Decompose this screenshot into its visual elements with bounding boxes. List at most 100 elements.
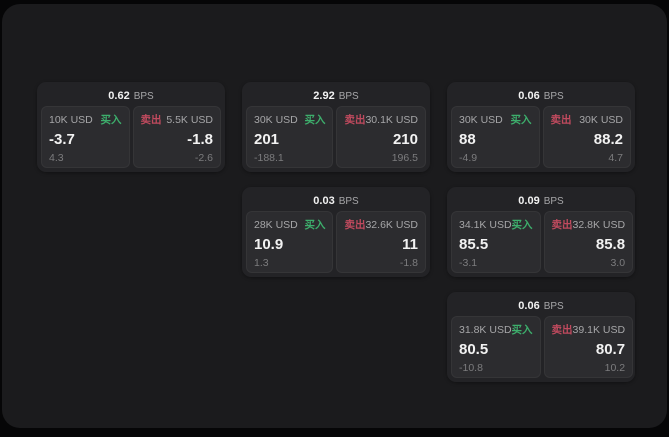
buy-delta: -10.8 [459, 361, 483, 374]
sell-tile[interactable]: 卖出 30K USD 88.2 4.7 [542, 106, 631, 168]
sell-price: 80.7 [595, 341, 626, 359]
buy-tile[interactable]: 10K USD 买入 -3.7 4.3 [41, 106, 130, 168]
bps-value: 2.92 [313, 90, 335, 102]
buy-amount: 34.1K USD [459, 218, 512, 231]
buy-price: 80.5 [459, 341, 489, 359]
sell-badge: 卖出 [344, 114, 366, 126]
buy-delta: -3.1 [459, 256, 478, 269]
sell-price: 88.2 [593, 131, 623, 149]
buy-tile[interactable]: 34.1K USD 买入 85.5 -3.1 [451, 211, 541, 273]
buy-delta: -188.1 [254, 151, 284, 164]
quote-card: 0.09 BPS 34.1K USD 买入 85.5 -3.1 卖出 32.8K… [447, 187, 635, 277]
buy-delta: -4.9 [459, 151, 478, 164]
sell-amount: 5.5K USD [166, 113, 213, 126]
buy-amount: 28K USD [254, 218, 298, 231]
quote-card: 0.03 BPS 28K USD 买入 10.9 1.3 卖出 32.6K US… [242, 187, 430, 277]
quote-card: 0.62 BPS 10K USD 买入 -3.7 4.3 卖出 5.5K USD… [37, 82, 225, 172]
sell-amount: 30K USD [579, 113, 623, 126]
quote-card: 0.06 BPS 30K USD 买入 88 -4.9 卖出 30K USD 8… [447, 82, 635, 172]
sell-tile[interactable]: 卖出 30.1K USD 210 196.5 [336, 106, 426, 168]
sell-delta: 4.7 [608, 151, 623, 164]
buy-price: 88 [459, 131, 476, 149]
buy-tile[interactable]: 30K USD 买入 88 -4.9 [451, 106, 540, 168]
bps-header: 0.03 BPS [246, 191, 426, 211]
sell-tile[interactable]: 卖出 32.6K USD 11 -1.8 [336, 211, 426, 273]
sell-delta: 196.5 [391, 151, 418, 164]
sell-delta: -1.8 [399, 256, 418, 269]
buy-amount: 30K USD [459, 113, 503, 126]
buy-badge: 买入 [511, 324, 533, 336]
sell-badge: 卖出 [344, 219, 366, 231]
buy-tile[interactable]: 30K USD 买入 201 -188.1 [246, 106, 334, 168]
quote-card: 2.92 BPS 30K USD 买入 201 -188.1 卖出 30.1K … [242, 82, 430, 172]
sell-tile-header: 卖出 32.6K USD [344, 217, 418, 232]
sell-delta: 10.2 [604, 361, 626, 374]
sell-amount: 32.6K USD [365, 218, 418, 231]
buy-tile[interactable]: 28K USD 买入 10.9 1.3 [246, 211, 334, 273]
bps-value: 0.62 [108, 90, 130, 102]
sell-tile-header: 卖出 32.8K USD [552, 217, 626, 232]
quote-card: 0.06 BPS 31.8K USD 买入 80.5 -10.8 卖出 39.1… [447, 292, 635, 382]
buy-price: -3.7 [49, 131, 75, 149]
bps-unit-label: BPS [133, 90, 154, 102]
sell-amount: 39.1K USD [572, 323, 626, 336]
sell-tile-header: 卖出 30K USD [551, 112, 624, 127]
quote-tiles: 30K USD 买入 88 -4.9 卖出 30K USD 88.2 4.7 [451, 106, 631, 168]
sell-price: 210 [392, 131, 418, 149]
bps-unit-label: BPS [543, 300, 564, 312]
bps-value: 0.06 [518, 300, 540, 312]
bps-unit-label: BPS [543, 90, 564, 102]
buy-badge: 买入 [100, 114, 122, 126]
buy-price: 201 [254, 131, 280, 149]
bps-header: 0.62 BPS [41, 86, 221, 106]
buy-amount: 31.8K USD [459, 323, 512, 336]
sell-badge: 卖出 [551, 219, 573, 231]
bps-unit-label: BPS [338, 195, 359, 207]
bps-header: 0.09 BPS [451, 191, 631, 211]
buy-delta: 4.3 [49, 151, 64, 164]
quotes-panel: 0.62 BPS 10K USD 买入 -3.7 4.3 卖出 5.5K USD… [2, 4, 667, 428]
sell-tile[interactable]: 卖出 39.1K USD 80.7 10.2 [543, 316, 634, 378]
buy-tile-header: 30K USD 买入 [254, 112, 325, 127]
buy-tile-header: 30K USD 买入 [459, 112, 532, 127]
sell-price: 11 [402, 236, 418, 254]
buy-badge: 买入 [304, 114, 326, 126]
buy-amount: 30K USD [254, 113, 298, 126]
sell-tile[interactable]: 卖出 32.8K USD 85.8 3.0 [543, 211, 634, 273]
buy-amount: 10K USD [49, 113, 93, 126]
sell-badge: 卖出 [140, 114, 162, 126]
sell-badge: 卖出 [550, 114, 572, 126]
buy-tile[interactable]: 31.8K USD 买入 80.5 -10.8 [451, 316, 541, 378]
quote-tiles: 10K USD 买入 -3.7 4.3 卖出 5.5K USD -1.8 -2.… [41, 106, 221, 168]
bps-value: 0.03 [313, 195, 335, 207]
sell-tile-header: 卖出 30.1K USD [344, 112, 418, 127]
bps-header: 0.06 BPS [451, 296, 631, 316]
buy-badge: 买入 [510, 114, 532, 126]
bps-header: 2.92 BPS [246, 86, 426, 106]
sell-price: 85.8 [595, 236, 626, 254]
quote-tiles: 31.8K USD 买入 80.5 -10.8 卖出 39.1K USD 80.… [451, 316, 634, 378]
buy-delta: 1.3 [254, 256, 269, 269]
bps-header: 0.06 BPS [451, 86, 631, 106]
buy-tile-header: 10K USD 买入 [49, 112, 122, 127]
quote-tiles: 34.1K USD 买入 85.5 -3.1 卖出 32.8K USD 85.8… [451, 211, 634, 273]
sell-tile[interactable]: 卖出 5.5K USD -1.8 -2.6 [132, 106, 221, 168]
quote-tiles: 30K USD 买入 201 -188.1 卖出 30.1K USD 210 1… [246, 106, 426, 168]
buy-tile-header: 31.8K USD 买入 [459, 322, 533, 337]
sell-delta: -2.6 [194, 151, 213, 164]
buy-badge: 买入 [511, 219, 533, 231]
buy-tile-header: 28K USD 买入 [254, 217, 325, 232]
sell-tile-header: 卖出 39.1K USD [552, 322, 626, 337]
sell-badge: 卖出 [551, 324, 573, 336]
sell-tile-header: 卖出 5.5K USD [141, 112, 214, 127]
sell-amount: 30.1K USD [365, 113, 418, 126]
bps-value: 0.06 [518, 90, 540, 102]
buy-price: 85.5 [459, 236, 489, 254]
bps-unit-label: BPS [338, 90, 359, 102]
buy-tile-header: 34.1K USD 买入 [459, 217, 533, 232]
buy-price: 10.9 [254, 236, 284, 254]
sell-delta: 3.0 [610, 256, 626, 269]
bps-value: 0.09 [518, 195, 540, 207]
quote-tiles: 28K USD 买入 10.9 1.3 卖出 32.6K USD 11 -1.8 [246, 211, 426, 273]
